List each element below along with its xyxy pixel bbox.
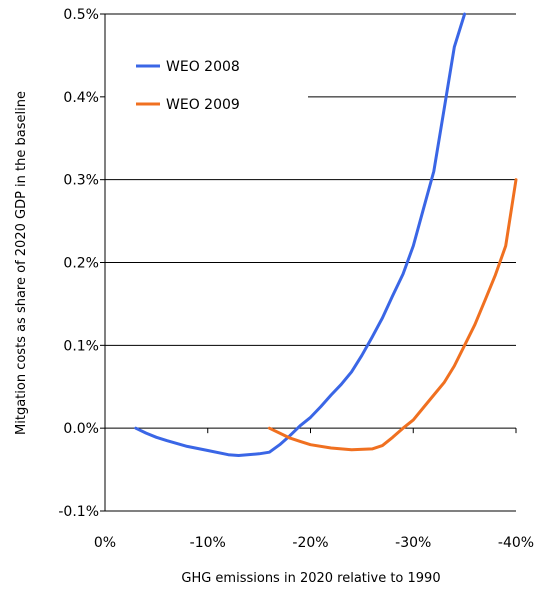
y-tick-label: 0.1% bbox=[63, 338, 99, 354]
y-tick-label: 0.3% bbox=[63, 173, 99, 189]
x-tick-label: -20% bbox=[292, 535, 328, 551]
y-tick-label: 0.4% bbox=[63, 90, 99, 106]
series-line-weo-2008 bbox=[134, 12, 467, 457]
legend: WEO 2008 WEO 2009 bbox=[136, 59, 240, 113]
x-tick-label: -10% bbox=[190, 535, 226, 551]
y-tick-label: 0.2% bbox=[63, 256, 99, 272]
legend-label: WEO 2009 bbox=[166, 97, 240, 113]
series-line-weo-2009 bbox=[267, 178, 518, 452]
x-tick-label: 0% bbox=[94, 535, 116, 551]
legend-label: WEO 2008 bbox=[166, 59, 240, 75]
axes: -0.1% 0.0% 0.1% 0.2% 0.3% 0.4% 0.5% 0% -10% -20% -… bbox=[58, 7, 534, 551]
y-tick-label: -0.1% bbox=[58, 504, 99, 520]
series-lines bbox=[134, 12, 518, 457]
x-tick-label: -30% bbox=[395, 535, 431, 551]
y-tick-label: 0.5% bbox=[63, 7, 99, 23]
x-axis-title: GHG emissions in 2020 relative to 1990 bbox=[181, 571, 440, 586]
y-axis-title: Mitgation costs as share of 2020 GDP in … bbox=[14, 91, 29, 435]
x-tick-label: -40% bbox=[498, 535, 534, 551]
y-tick-label: 0.0% bbox=[63, 421, 99, 437]
gridlines bbox=[105, 13, 516, 429]
